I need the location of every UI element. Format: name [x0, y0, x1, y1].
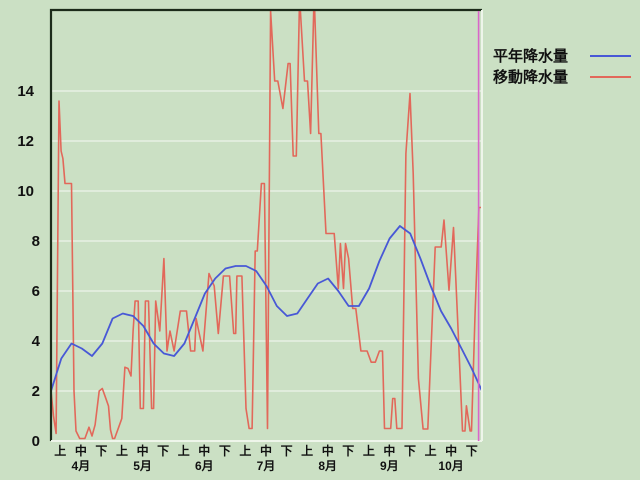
svg-text:14: 14 [17, 83, 34, 100]
svg-text:7月: 7月 [257, 459, 276, 473]
svg-text:2: 2 [32, 383, 40, 400]
svg-text:上: 上 [425, 443, 437, 458]
svg-text:0: 0 [32, 433, 40, 450]
svg-text:10: 10 [17, 183, 34, 200]
svg-text:下: 下 [466, 444, 478, 458]
svg-text:上: 上 [54, 443, 66, 458]
svg-text:上: 上 [239, 443, 251, 458]
svg-text:中: 中 [75, 443, 87, 458]
svg-text:下: 下 [281, 444, 293, 458]
svg-text:上: 上 [363, 443, 375, 458]
svg-text:下: 下 [404, 444, 416, 458]
svg-text:6: 6 [32, 283, 40, 300]
svg-text:8: 8 [32, 233, 40, 250]
svg-text:上: 上 [178, 443, 190, 458]
svg-text:5月: 5月 [133, 459, 152, 473]
svg-text:下: 下 [157, 444, 169, 458]
svg-text:平年降水量: 平年降水量 [493, 47, 568, 65]
svg-text:中: 中 [137, 443, 149, 458]
svg-text:移動降水量: 移動降水量 [493, 68, 568, 86]
svg-text:中: 中 [198, 443, 210, 458]
svg-text:6月: 6月 [195, 459, 214, 473]
svg-text:下: 下 [95, 444, 107, 458]
svg-text:中: 中 [260, 443, 272, 458]
svg-text:中: 中 [322, 443, 334, 458]
svg-text:8月: 8月 [318, 459, 337, 473]
svg-text:中: 中 [383, 443, 395, 458]
svg-text:下: 下 [342, 444, 354, 458]
svg-text:4月: 4月 [72, 459, 91, 473]
svg-text:4: 4 [32, 333, 41, 350]
svg-text:9月: 9月 [380, 459, 399, 473]
svg-text:上: 上 [301, 443, 313, 458]
svg-text:上: 上 [116, 443, 128, 458]
svg-text:下: 下 [219, 444, 231, 458]
svg-text:12: 12 [17, 133, 34, 150]
svg-text:中: 中 [445, 443, 457, 458]
svg-text:10月: 10月 [438, 459, 463, 473]
